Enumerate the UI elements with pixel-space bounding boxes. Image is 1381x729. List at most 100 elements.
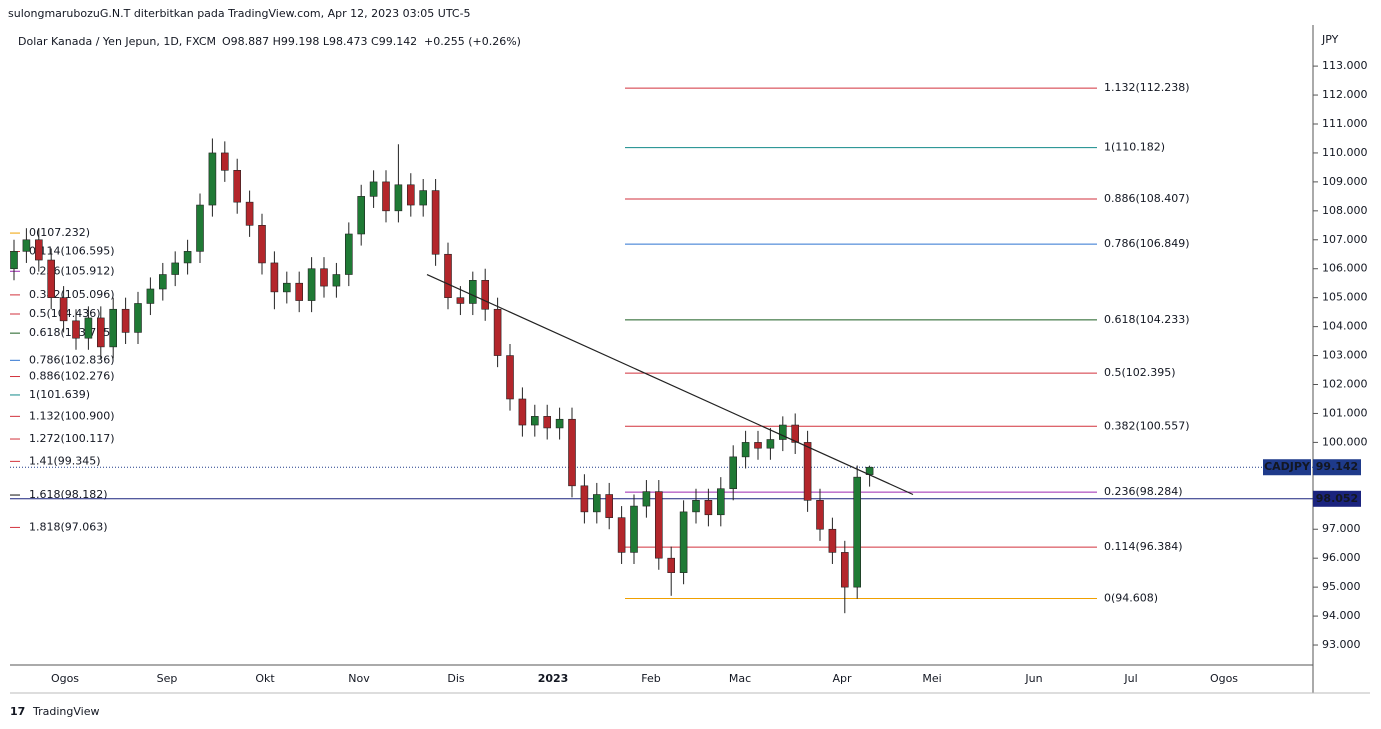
x-tick-label: Sep: [157, 672, 178, 685]
candle-body: [406, 184, 415, 206]
candle-body: [419, 190, 428, 206]
candle-body: [357, 196, 366, 235]
fib-label: 0.786(102.836): [29, 353, 115, 366]
x-tick-label: Nov: [348, 672, 370, 685]
candle-body: [444, 253, 452, 298]
candle-body: [543, 416, 552, 429]
candle-body: [97, 317, 105, 348]
candle-body: [692, 499, 700, 513]
candle-body: [146, 288, 155, 304]
header: sulongmarubozuG.N.T diterbitkan pada Tra…: [8, 7, 471, 20]
candle-body: [307, 268, 316, 301]
y-tick-label: 112.000: [1322, 88, 1368, 101]
candle-body: [10, 251, 18, 270]
candle-body: [171, 262, 179, 275]
candle-body: [580, 485, 589, 513]
y-tick-label: 108.000: [1322, 204, 1368, 217]
y-tick-label: 100.000: [1322, 435, 1368, 448]
candle-body: [667, 557, 676, 573]
fib-label: 0.382(100.557): [1104, 419, 1190, 432]
candle-body: [134, 303, 142, 333]
x-tick-label: Jul: [1123, 672, 1137, 685]
fib-label: 1.618(98.182): [29, 488, 108, 501]
footer: TradingView: [32, 705, 99, 718]
x-tick-label: Ogos: [1210, 672, 1238, 685]
candle-body: [382, 181, 390, 212]
fib-label: 0.886(108.407): [1104, 192, 1190, 205]
candle-body: [592, 494, 601, 513]
candle-body: [221, 152, 229, 171]
fib-label: 1.818(97.063): [29, 520, 108, 533]
candle-body: [320, 268, 328, 287]
x-tick-label: Feb: [641, 672, 660, 685]
fib-label: 0(94.608): [1104, 591, 1158, 604]
symbol-label: CADJPY: [1264, 460, 1311, 473]
fib-label: 0.236(98.284): [1104, 485, 1183, 498]
candle-body: [766, 439, 775, 449]
candle-body: [518, 398, 527, 426]
x-tick-label: Dis: [447, 672, 465, 685]
candle-body: [481, 280, 490, 310]
fib-label: 1.132(112.238): [1104, 81, 1190, 94]
candle-body: [816, 499, 824, 530]
candle-body: [778, 424, 787, 440]
y-tick-label: 104.000: [1322, 320, 1368, 333]
fib-label: 0.886(102.276): [29, 370, 115, 383]
candle-body: [22, 239, 31, 252]
y-tick-label: 105.000: [1322, 291, 1368, 304]
y-tick-label: 102.000: [1322, 378, 1368, 391]
fib-label: 0(107.232): [29, 226, 90, 239]
y-tick-label: 111.000: [1322, 117, 1368, 130]
fib-label: 0.382(105.096): [29, 288, 115, 301]
candle-body: [679, 511, 688, 573]
candle-body: [493, 308, 502, 356]
logo-mark: 𝟭𝟳: [10, 705, 25, 718]
y-tick-label: 107.000: [1322, 233, 1368, 246]
candle-body: [468, 280, 477, 304]
y-tick-label: 95.000: [1322, 580, 1361, 593]
candle-body: [270, 262, 279, 293]
candle-body: [59, 297, 68, 322]
candle-body: [233, 170, 241, 203]
price-box: [1313, 490, 1361, 507]
y-tick-label: 113.000: [1322, 59, 1368, 72]
x-tick-label: Jun: [1024, 672, 1042, 685]
candle-body: [344, 233, 353, 275]
candle-body: [630, 505, 638, 553]
last-price-label: 99.142: [1316, 460, 1358, 473]
y-tick-label: 93.000: [1322, 638, 1361, 651]
candle-body: [741, 442, 750, 458]
fib-label: 1.41(99.345): [29, 454, 101, 467]
candle-body: [568, 418, 576, 487]
symbol-box: [1263, 459, 1311, 476]
candle-body: [282, 282, 291, 293]
candle-body: [369, 181, 378, 197]
candle-body: [791, 424, 800, 443]
fib-label: 1(110.182): [1104, 141, 1165, 154]
candle-body: [72, 320, 80, 339]
candle-body: [716, 488, 725, 516]
candle-body: [208, 152, 217, 206]
y-tick-label: 110.000: [1322, 146, 1368, 159]
fib-label: 0.786(106.849): [1104, 237, 1190, 250]
x-tick-label: Mei: [922, 672, 941, 685]
candle-body: [654, 491, 663, 559]
y-tick-label: 97.000: [1322, 522, 1361, 535]
price-box-label: 98.052: [1316, 492, 1358, 505]
candle-body: [332, 274, 341, 287]
candle-body: [555, 418, 564, 429]
candle-body: [183, 251, 192, 264]
x-tick-label: 2023: [538, 672, 569, 685]
legend-change: +0.255 (+0.26%): [424, 35, 521, 48]
legend-symbol: Dolar Kanada / Yen Jepun, 1D, FXCM: [18, 35, 216, 48]
candle-body: [506, 355, 514, 400]
fib-label: 0.618(103.775): [29, 326, 115, 339]
candle-body: [196, 204, 204, 252]
candle-body: [754, 442, 762, 449]
candle-body: [456, 297, 465, 304]
candle-body: [617, 517, 626, 553]
y-tick-label: 94.000: [1322, 609, 1361, 622]
y-tick-label: 96.000: [1322, 551, 1361, 564]
last-price-box: [1313, 459, 1361, 476]
